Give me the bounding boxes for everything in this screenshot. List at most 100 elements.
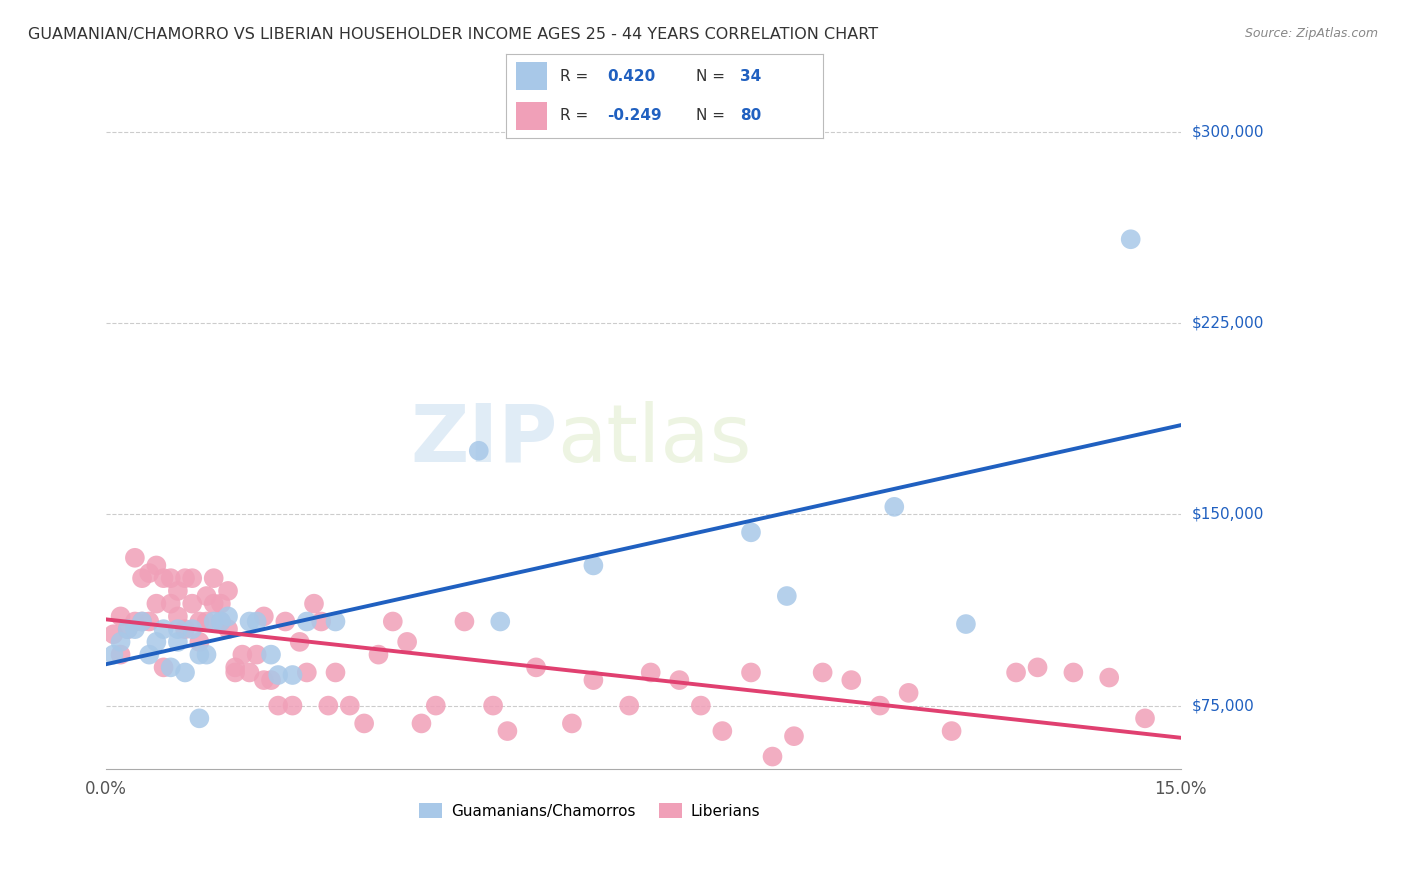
Point xyxy=(561,716,583,731)
Point xyxy=(325,615,347,629)
Point xyxy=(1098,671,1121,685)
Point xyxy=(181,622,204,636)
Point xyxy=(238,615,260,629)
Text: 80: 80 xyxy=(741,108,762,123)
Point xyxy=(231,648,253,662)
Text: GUAMANIAN/CHAMORRO VS LIBERIAN HOUSEHOLDER INCOME AGES 25 - 44 YEARS CORRELATION: GUAMANIAN/CHAMORRO VS LIBERIAN HOUSEHOLD… xyxy=(28,27,879,42)
Point xyxy=(195,648,218,662)
Point xyxy=(217,622,239,636)
Point xyxy=(202,571,225,585)
Point xyxy=(152,622,174,636)
Point xyxy=(267,668,290,682)
Text: $150,000: $150,000 xyxy=(1192,507,1264,522)
Point xyxy=(159,660,181,674)
Point xyxy=(167,583,190,598)
Point xyxy=(253,609,276,624)
Point xyxy=(138,615,160,629)
Bar xyxy=(516,102,547,130)
Point xyxy=(145,597,167,611)
Text: ZIP: ZIP xyxy=(411,401,558,479)
Point xyxy=(224,665,246,680)
Point xyxy=(1133,711,1156,725)
Point xyxy=(411,716,433,731)
Text: N =: N = xyxy=(696,108,730,123)
Point xyxy=(152,571,174,585)
Point xyxy=(274,615,297,629)
Point xyxy=(668,673,690,687)
Point xyxy=(103,648,125,662)
Text: atlas: atlas xyxy=(558,401,752,479)
Point xyxy=(152,660,174,674)
Bar xyxy=(516,62,547,90)
Point xyxy=(145,558,167,573)
Point xyxy=(202,597,225,611)
Point xyxy=(955,617,977,632)
Point xyxy=(103,627,125,641)
Point xyxy=(124,615,146,629)
Point xyxy=(202,615,225,629)
Point xyxy=(209,597,232,611)
Point xyxy=(1062,665,1084,680)
Point xyxy=(253,673,276,687)
Point xyxy=(188,648,211,662)
Text: N =: N = xyxy=(696,69,730,84)
Point xyxy=(217,583,239,598)
Point xyxy=(381,615,404,629)
Point xyxy=(110,609,132,624)
Point xyxy=(783,729,806,743)
Point xyxy=(468,443,491,458)
Point xyxy=(288,635,311,649)
Point xyxy=(740,525,762,540)
Point xyxy=(353,716,375,731)
Point xyxy=(761,749,783,764)
Point xyxy=(131,615,153,629)
Point xyxy=(711,724,734,739)
Point xyxy=(640,665,662,680)
Text: $300,000: $300,000 xyxy=(1192,125,1264,140)
Point xyxy=(159,597,181,611)
Point xyxy=(246,615,269,629)
Point xyxy=(174,622,197,636)
Point xyxy=(295,615,318,629)
Point xyxy=(209,615,232,629)
Point xyxy=(776,589,799,603)
Point xyxy=(246,648,269,662)
Point xyxy=(188,635,211,649)
Point xyxy=(318,698,340,713)
Point xyxy=(839,673,862,687)
Point xyxy=(188,711,211,725)
Point xyxy=(181,597,204,611)
Point xyxy=(167,622,190,636)
Point xyxy=(339,698,361,713)
Point xyxy=(174,571,197,585)
Point xyxy=(124,622,146,636)
Point xyxy=(110,635,132,649)
Point xyxy=(131,615,153,629)
Point xyxy=(159,571,181,585)
Point xyxy=(309,615,332,629)
Point xyxy=(1026,660,1049,674)
Point xyxy=(224,660,246,674)
Point xyxy=(425,698,447,713)
Point xyxy=(281,668,304,682)
Text: R =: R = xyxy=(560,69,593,84)
Point xyxy=(453,615,475,629)
Point xyxy=(396,635,419,649)
Point xyxy=(582,673,605,687)
Legend: Guamanians/Chamorros, Liberians: Guamanians/Chamorros, Liberians xyxy=(413,797,766,825)
Point xyxy=(124,550,146,565)
Point xyxy=(302,597,325,611)
Point xyxy=(195,615,218,629)
Point xyxy=(325,665,347,680)
Text: Source: ZipAtlas.com: Source: ZipAtlas.com xyxy=(1244,27,1378,40)
Point xyxy=(174,665,197,680)
Point xyxy=(131,571,153,585)
Point xyxy=(167,609,190,624)
Point xyxy=(167,635,190,649)
Point xyxy=(138,648,160,662)
Point xyxy=(260,673,283,687)
Point xyxy=(145,635,167,649)
Text: -0.249: -0.249 xyxy=(607,108,662,123)
Text: 34: 34 xyxy=(741,69,762,84)
Point xyxy=(238,665,260,680)
